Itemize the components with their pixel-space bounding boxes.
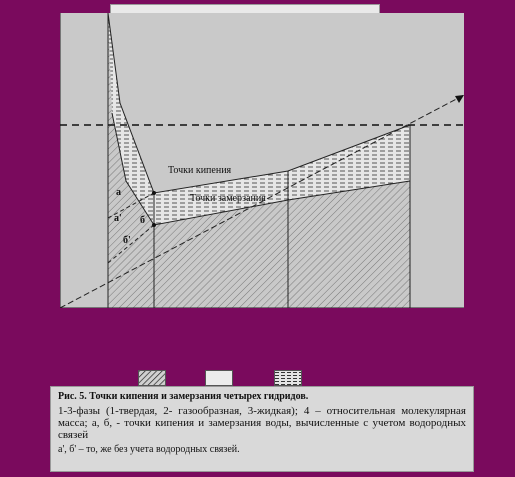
legend-gas-swatch <box>205 370 233 386</box>
solid-region <box>108 13 410 308</box>
label-b-prime: б' <box>123 235 131 246</box>
label-a: а <box>116 187 121 198</box>
label-a-prime: а' <box>114 213 122 224</box>
extrapolation-b-prime <box>107 224 155 264</box>
phase-diagram-svg <box>60 13 464 308</box>
figure-caption: Рис. 5. Точки кипения и замерзания четыр… <box>50 386 474 472</box>
caption-title: Рис. 5. Точки кипения и замерзания четыр… <box>58 391 309 402</box>
label-boiling: Точки кипения <box>168 165 232 176</box>
label-freezing: Точки замерзания <box>190 193 266 204</box>
label-b: б <box>140 215 145 226</box>
point-b <box>152 223 156 227</box>
legend-liquid-swatch <box>274 370 302 386</box>
point-a <box>152 191 156 195</box>
hatch-icon <box>139 371 165 385</box>
dash-hatch-icon <box>275 371 301 385</box>
phase-diagram: Точки кипения Точки замерзания а а' б б' <box>60 13 464 308</box>
extrapolation-a-prime <box>107 192 155 219</box>
caption-body: 1-3-фазы (1-твердая, 2- газообразная, 3-… <box>58 405 466 441</box>
caption-note: а', б' – то, же без учета водородных свя… <box>58 444 240 455</box>
arrow-head-icon <box>455 95 464 103</box>
liquid-region-hatch <box>108 13 410 225</box>
molecular-mass-line <box>60 94 464 308</box>
legend-solid-swatch <box>138 370 166 386</box>
